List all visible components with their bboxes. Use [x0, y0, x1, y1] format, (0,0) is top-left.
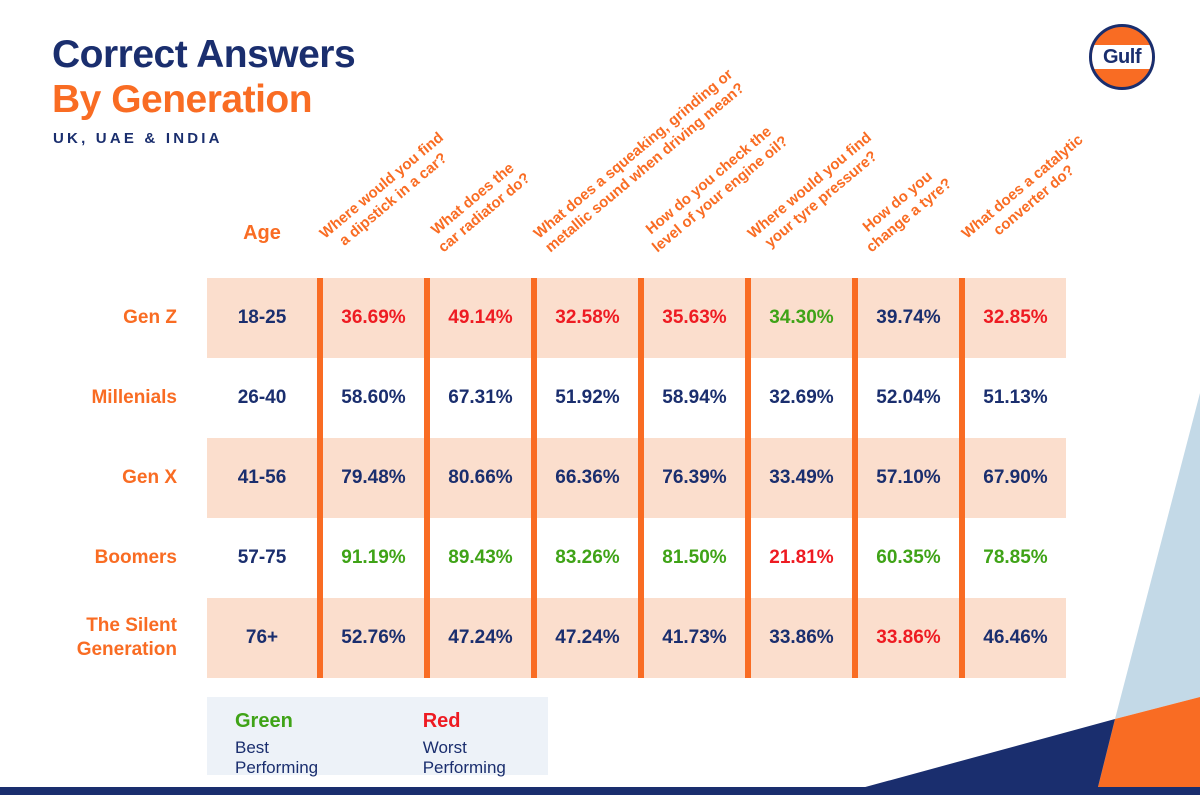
- value-cell: 47.24%: [424, 598, 531, 678]
- page-title: Correct Answers By Generation: [52, 32, 356, 122]
- legend-red-label: Red: [422, 710, 461, 732]
- legend-green-label: Green: [235, 710, 293, 732]
- value-cell: 39.74%: [852, 278, 959, 358]
- orange-wedge-shape: [1096, 697, 1200, 795]
- value-cell: 51.92%: [531, 358, 638, 438]
- generation-label: The Silent Generation: [76, 615, 177, 660]
- value-cell: 66.36%: [531, 438, 638, 518]
- value-cell: 91.19%: [317, 518, 424, 598]
- gulf-logo: Gulf: [1089, 24, 1155, 90]
- value-cell: 33.86%: [852, 598, 959, 678]
- question-header: How do you change a tyre?: [859, 167, 955, 256]
- legend-red-caption: Worst Performing: [422, 738, 506, 777]
- value-cell: 80.66%: [424, 438, 531, 518]
- age-cell: 41-56: [207, 438, 317, 518]
- question-header: How do you check the level of your engin…: [642, 123, 792, 256]
- legend-green-caption: Best Performing: [235, 738, 319, 777]
- question-header: What does a squeaking, grinding or metal…: [530, 65, 748, 256]
- value-cell: 32.69%: [745, 358, 852, 438]
- value-cell: 21.81%: [745, 518, 852, 598]
- value-cell: 78.85%: [959, 518, 1066, 598]
- value-cell: 33.49%: [745, 438, 852, 518]
- value-cell: 67.31%: [424, 358, 531, 438]
- value-cell: 79.48%: [317, 438, 424, 518]
- value-cell: 60.35%: [852, 518, 959, 598]
- age-cell: 26-40: [237, 387, 287, 408]
- age-column-header: Age: [243, 222, 281, 244]
- value-cell: 51.13%: [959, 358, 1066, 438]
- gulf-logo-band: Gulf: [1092, 45, 1152, 69]
- question-header: Where would you find a dipstick in a car…: [316, 129, 451, 249]
- value-cell: 47.24%: [531, 598, 638, 678]
- value-cell: 32.85%: [959, 278, 1066, 358]
- age-cell: 76+: [207, 598, 317, 678]
- value-cell: 36.69%: [317, 278, 424, 358]
- age-cell: 57-75: [237, 547, 287, 568]
- age-cell: 18-25: [207, 278, 317, 358]
- value-cell: 46.46%: [959, 598, 1066, 678]
- value-cell: 33.86%: [745, 598, 852, 678]
- navy-wedge-shape: [836, 719, 1115, 795]
- value-cell: 89.43%: [424, 518, 531, 598]
- value-cell: 49.14%: [424, 278, 531, 358]
- question-header: Where would you find your tyre pressure?: [744, 129, 881, 251]
- value-cell: 57.10%: [852, 438, 959, 518]
- value-cell: 52.04%: [852, 358, 959, 438]
- question-header: What does a catalytic converter do?: [958, 131, 1087, 243]
- value-cell: 58.94%: [638, 358, 745, 438]
- legend-green-entry: Green Best Performing: [235, 710, 351, 777]
- legend: Green Best Performing Red Worst Performi…: [207, 697, 548, 777]
- lightblue-wedge-shape: [1115, 393, 1200, 719]
- value-cell: 35.63%: [638, 278, 745, 358]
- value-cell: 67.90%: [959, 438, 1066, 518]
- value-cell: 34.30%: [745, 278, 852, 358]
- gulf-logo-text: Gulf: [1103, 45, 1142, 68]
- question-header: What does the car radiator do?: [427, 159, 534, 256]
- region-subtitle: UK, UAE & INDIA: [53, 130, 223, 147]
- generation-label: Gen Z: [123, 307, 177, 328]
- value-cell: 41.73%: [638, 598, 745, 678]
- value-cell: 52.76%: [317, 598, 424, 678]
- title-line-2: By Generation: [52, 78, 313, 121]
- generation-label: Gen X: [122, 467, 177, 488]
- value-cell: 58.60%: [317, 358, 424, 438]
- generation-label: Boomers: [94, 547, 177, 568]
- value-cell: 32.58%: [531, 278, 638, 358]
- bottom-bar-shape: [0, 787, 1200, 795]
- value-cell: 81.50%: [638, 518, 745, 598]
- title-line-1: Correct Answers: [52, 33, 356, 76]
- generation-label: Millenials: [91, 387, 177, 408]
- results-table: Gen Z 18-25 36.69% 49.14% 32.58% 35.63% 34.30%…: [0, 278, 1066, 678]
- value-cell: 76.39%: [638, 438, 745, 518]
- value-cell: 83.26%: [531, 518, 638, 598]
- legend-red-entry: Red Worst Performing: [422, 710, 548, 777]
